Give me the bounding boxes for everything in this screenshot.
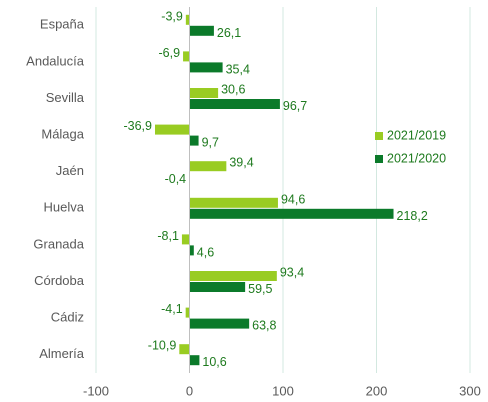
category-label: Jaén	[56, 163, 84, 178]
value-label: 39,4	[229, 156, 253, 170]
x-tick-label: 300	[459, 383, 481, 398]
bar	[189, 135, 199, 146]
x-tick-label: 100	[272, 383, 294, 398]
value-label: 94,6	[281, 192, 305, 206]
value-label: 4,6	[197, 245, 214, 259]
category-label: Huelva	[44, 200, 85, 215]
bar	[189, 271, 277, 281]
x-tick-label: 0	[186, 383, 193, 398]
legend-swatch	[375, 155, 383, 163]
bar	[189, 282, 246, 292]
value-label: 10,6	[202, 355, 226, 369]
category-label: Málaga	[41, 127, 84, 142]
bar	[185, 307, 190, 318]
category-label: Córdoba	[34, 273, 85, 288]
bar	[189, 25, 214, 36]
legend-label: 2021/2020	[387, 151, 446, 165]
value-label: 9,7	[202, 136, 219, 150]
category-label: Andalucía	[26, 53, 85, 68]
bar	[179, 344, 190, 355]
value-label: 63,8	[252, 319, 276, 333]
value-label: -4,1	[161, 302, 183, 316]
value-label: 218,2	[397, 209, 428, 223]
x-tick-label: 200	[366, 383, 388, 398]
bar	[189, 88, 219, 98]
value-label: 93,4	[280, 266, 304, 280]
bar	[189, 355, 200, 366]
value-label: 30,6	[221, 83, 245, 97]
bar	[189, 161, 227, 172]
bar	[189, 99, 280, 109]
value-label: 35,4	[226, 62, 250, 76]
legend-label: 2021/2019	[387, 128, 446, 142]
value-label: 26,1	[217, 26, 241, 40]
category-label: Cádiz	[51, 310, 84, 325]
bar	[185, 14, 190, 25]
bar	[189, 318, 250, 329]
value-label: -0,4	[165, 172, 187, 186]
value-label: -8,1	[157, 229, 179, 243]
category-label: España	[40, 17, 85, 32]
bar	[181, 234, 190, 245]
category-label: Sevilla	[46, 90, 85, 105]
bar	[189, 245, 194, 256]
value-label: -6,9	[159, 46, 181, 60]
value-label: -3,9	[161, 9, 183, 23]
category-label: Granada	[33, 236, 84, 251]
bar	[189, 62, 223, 73]
bar	[189, 197, 278, 208]
x-tick-label: -100	[83, 383, 109, 398]
category-label: Almería	[39, 346, 85, 361]
value-label: 96,7	[283, 99, 307, 113]
value-label: 59,5	[248, 282, 272, 296]
value-label: -36,9	[123, 119, 152, 133]
value-label: -10,9	[148, 339, 177, 353]
legend-swatch	[375, 132, 383, 140]
bar	[183, 51, 190, 62]
bar	[189, 208, 394, 219]
bar	[154, 124, 190, 135]
